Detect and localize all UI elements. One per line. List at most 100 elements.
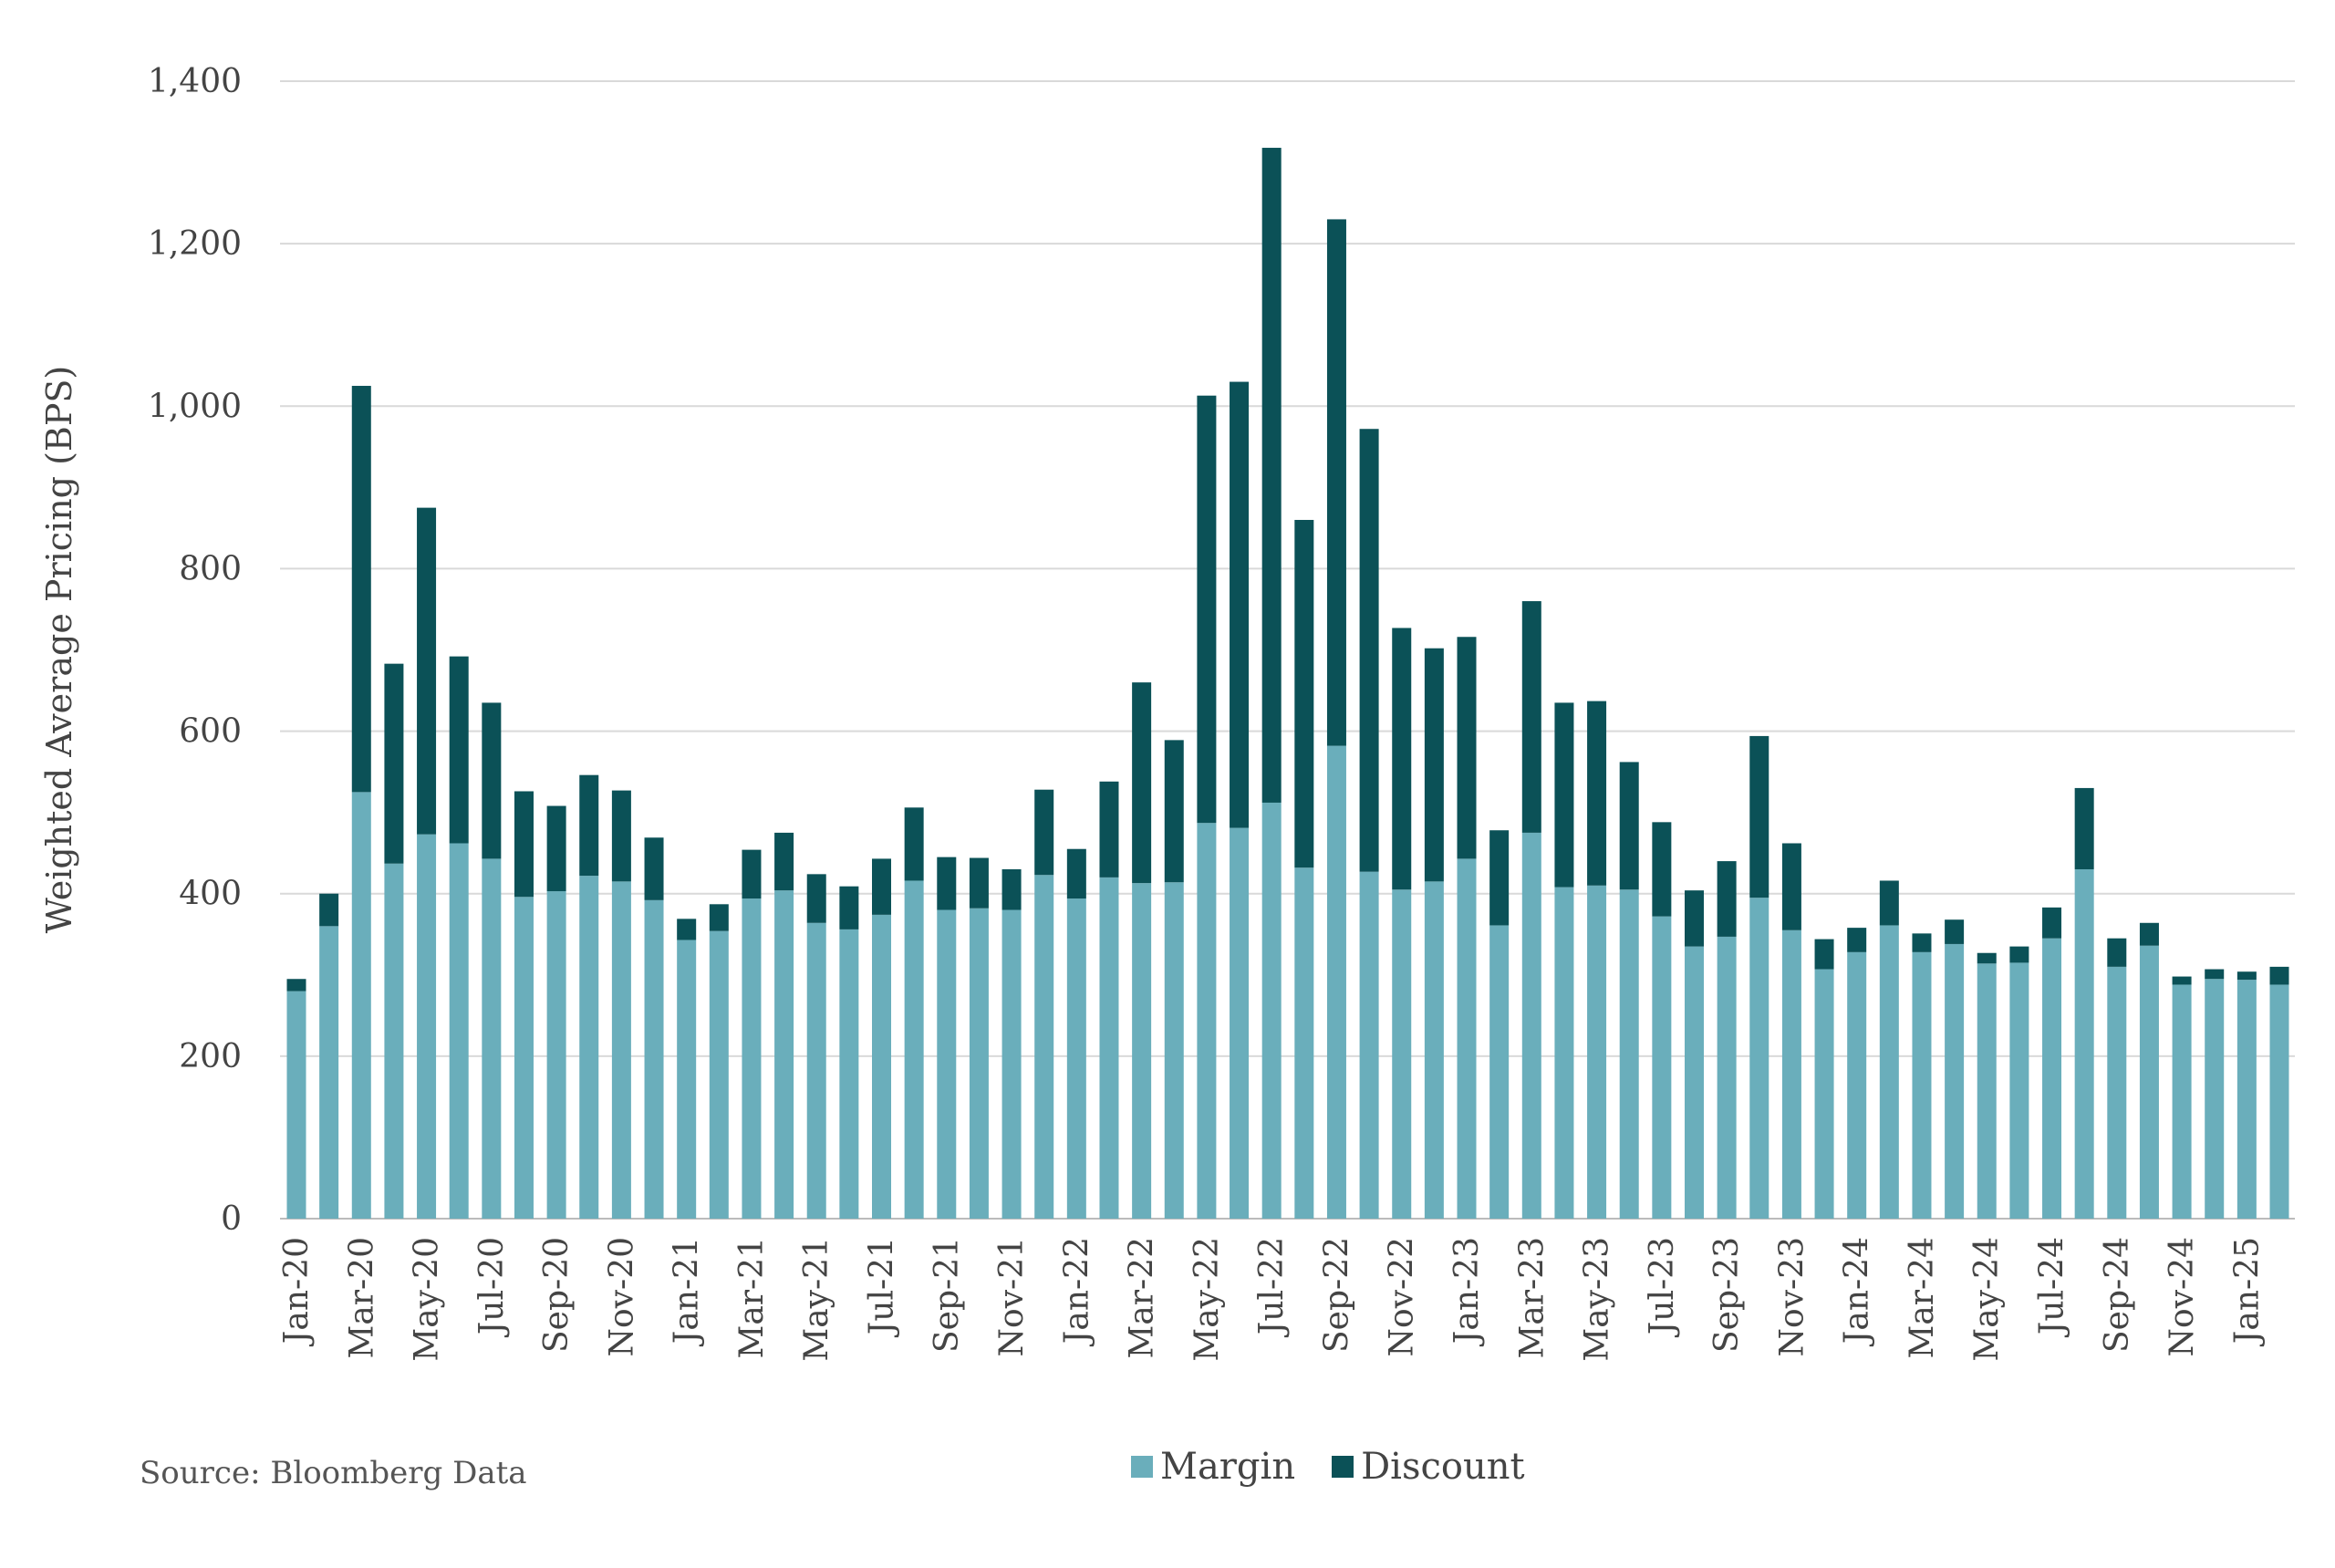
bar-margin <box>872 914 892 1219</box>
bar-discount <box>1977 952 1997 964</box>
bar-margin <box>2107 966 2127 1219</box>
bar-margin <box>937 909 957 1219</box>
x-tick-label: Jan-23 <box>1448 1237 1486 1347</box>
bar-discount <box>1814 939 1834 970</box>
bar-discount <box>2042 907 2062 939</box>
bar-margin <box>644 899 664 1219</box>
x-tick-label: May-20 <box>409 1237 446 1362</box>
bar-margin <box>449 843 469 1219</box>
bar-margin <box>1132 883 1152 1219</box>
bar-margin <box>2172 984 2192 1219</box>
bar-discount <box>644 837 664 900</box>
bar-discount <box>1424 648 1444 882</box>
y-tick-label: 0 <box>221 1200 242 1238</box>
bar-margin <box>839 929 859 1219</box>
bar-discount <box>969 857 989 909</box>
bar-discount <box>2172 976 2192 985</box>
x-tick-label: Jan-20 <box>278 1237 316 1347</box>
bar-discount <box>677 919 697 940</box>
legend-label-margin: Margin <box>1160 1446 1296 1488</box>
x-tick-label: May-22 <box>1188 1237 1226 1362</box>
bar-discount <box>839 886 859 929</box>
bar-discount <box>1717 861 1737 937</box>
legend-swatch-discount <box>1332 1456 1354 1478</box>
bar-margin <box>1521 832 1541 1219</box>
bar-discount <box>417 507 437 835</box>
bar-margin <box>1717 936 1737 1219</box>
bar-discount <box>1945 919 1965 944</box>
bar-margin <box>1294 867 1314 1219</box>
bar-margin <box>2074 868 2094 1219</box>
bar-discount <box>2269 966 2289 985</box>
bar-discount <box>579 774 599 877</box>
bar-discount <box>2074 787 2094 869</box>
bar-discount <box>1652 822 1672 917</box>
bar-discount <box>742 849 762 899</box>
x-tick-label: Nov-20 <box>603 1237 640 1356</box>
bar-discount <box>2107 938 2127 967</box>
bar-discount <box>1099 781 1119 877</box>
bar-discount <box>1066 848 1086 899</box>
x-tick-label: Jan-22 <box>1058 1237 1095 1347</box>
bar-margin <box>1587 885 1607 1219</box>
bar-margin <box>1879 925 1899 1219</box>
bar-discount <box>351 386 371 793</box>
bar-margin <box>2139 945 2159 1219</box>
bar-margin <box>351 792 371 1219</box>
y-tick-label: 1,200 <box>148 225 242 263</box>
bar-margin <box>969 908 989 1219</box>
bar-margin <box>1554 887 1574 1219</box>
bar-margin <box>579 876 599 1219</box>
bar-discount <box>1164 740 1184 883</box>
bar-margin <box>417 834 437 1219</box>
x-tick-label: Sep-23 <box>1708 1237 1746 1353</box>
bar-discount <box>546 805 566 892</box>
bar-discount <box>2205 969 2225 980</box>
bar-margin <box>806 922 826 1219</box>
bar-margin <box>1359 871 1379 1219</box>
x-tick-label: Jul-24 <box>2034 1237 2071 1338</box>
bar-discount <box>1132 682 1152 884</box>
bar-discount <box>774 832 794 891</box>
bar-discount <box>1749 735 1769 898</box>
x-tick-label: Jan-25 <box>2228 1237 2266 1347</box>
x-tick-label: Mar-23 <box>1513 1237 1551 1359</box>
x-tick-label: Sep-21 <box>929 1237 966 1353</box>
x-tick-label: May-21 <box>798 1237 835 1362</box>
bar-discount <box>872 858 892 915</box>
bar-margin <box>1977 963 1997 1219</box>
x-tick-label: May-24 <box>1968 1237 2006 1362</box>
bar-discount <box>1294 519 1314 868</box>
bar-discount <box>611 790 631 882</box>
bar-discount <box>1261 148 1282 803</box>
bar-margin <box>611 881 631 1219</box>
bar-margin <box>742 898 762 1219</box>
bar-discount <box>2009 946 2029 963</box>
source-note: Source: Bloomberg Data <box>140 1455 527 1491</box>
x-tick-label: Sep-22 <box>1318 1237 1355 1353</box>
x-tick-label: Jul-20 <box>473 1237 511 1338</box>
bar-discount <box>1489 830 1510 926</box>
bar-discount <box>1587 701 1607 886</box>
bar-margin <box>677 940 697 1219</box>
bar-discount <box>514 791 534 898</box>
bar-discount <box>1230 381 1250 828</box>
bar-margin <box>1230 827 1250 1219</box>
bar-discount <box>1619 762 1639 890</box>
y-tick-label: 800 <box>179 550 242 587</box>
legend-label-discount: Discount <box>1361 1446 1525 1488</box>
bar-margin <box>1099 877 1119 1219</box>
bar-discount <box>384 663 404 864</box>
legend-item-discount: Discount <box>1332 1446 1525 1488</box>
bar-margin <box>1392 889 1412 1219</box>
bar-discount <box>1912 933 1932 952</box>
bar-margin <box>1912 951 1932 1219</box>
legend-swatch-margin <box>1131 1456 1153 1478</box>
bar-discount <box>319 893 339 927</box>
x-tick-label: Jul-21 <box>864 1237 901 1338</box>
bar-margin <box>2009 962 2029 1219</box>
bar-margin <box>1326 745 1346 1219</box>
bar-discount <box>806 874 826 923</box>
y-tick-label: 1,400 <box>148 63 242 100</box>
